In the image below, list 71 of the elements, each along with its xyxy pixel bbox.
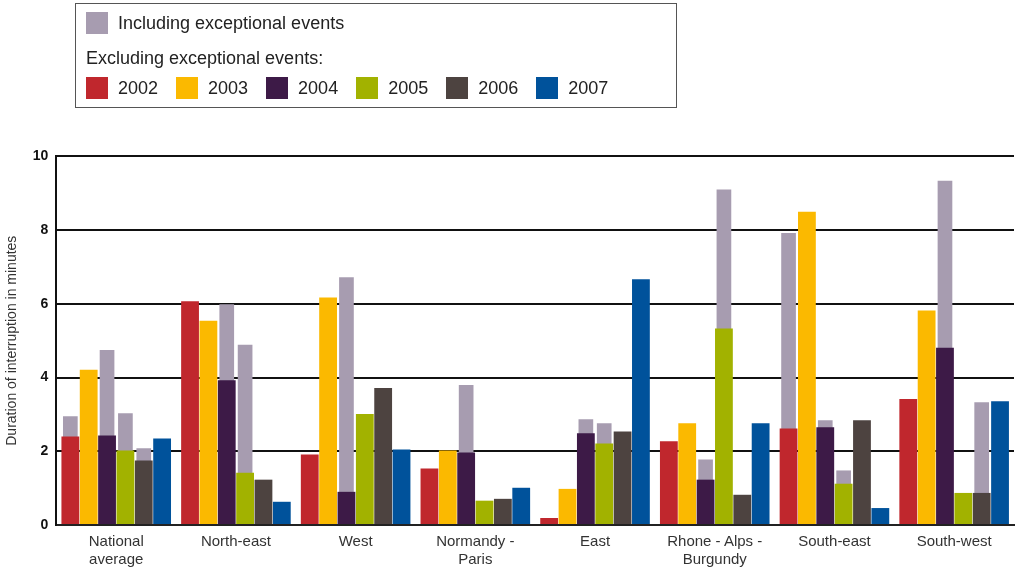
x-tick-label: South-west — [916, 532, 993, 550]
bar — [355, 414, 374, 524]
bar — [420, 468, 439, 524]
bar — [936, 347, 954, 524]
bar — [153, 438, 172, 524]
bar — [816, 427, 835, 524]
bar — [991, 401, 1009, 524]
bar — [917, 310, 936, 524]
bar — [834, 483, 853, 524]
bar — [576, 433, 595, 524]
legend-label: 2004 — [298, 77, 339, 99]
bar — [79, 369, 98, 524]
bar — [540, 518, 559, 524]
bar — [512, 487, 531, 524]
bar — [659, 441, 678, 524]
bar — [853, 420, 871, 524]
bar — [475, 500, 494, 524]
bar — [632, 279, 650, 524]
bar — [733, 494, 752, 524]
y-tick-label: 8 — [40, 220, 49, 237]
bar — [319, 297, 337, 524]
bar — [374, 387, 393, 524]
bar — [558, 488, 577, 524]
bar — [199, 320, 218, 524]
bar — [98, 435, 116, 524]
x-tick-label: National average — [88, 532, 144, 568]
bar — [613, 431, 632, 524]
bar — [217, 380, 236, 524]
bar — [899, 398, 918, 524]
bar — [751, 423, 770, 524]
bar — [254, 479, 273, 524]
bar — [954, 492, 973, 524]
bar — [715, 328, 733, 524]
bar — [392, 449, 411, 524]
legend-label: 2003 — [208, 77, 249, 99]
bar — [300, 454, 319, 524]
legend-label: 2005 — [388, 77, 429, 99]
bar — [457, 452, 476, 524]
bar — [61, 436, 80, 524]
x-tick-label: North-east — [200, 532, 272, 550]
bar — [696, 479, 715, 524]
bar — [493, 498, 512, 524]
y-tick-label: 0 — [40, 515, 49, 532]
x-tick-label: East — [580, 532, 611, 550]
bar — [779, 428, 798, 524]
legend-label: 2006 — [478, 77, 519, 99]
legend-title: Excluding exceptional events: — [86, 48, 325, 70]
bar — [337, 491, 356, 524]
x-tick-label: Rhone - Alps - Burgundy — [667, 532, 763, 568]
bar — [798, 211, 816, 524]
y-tick-label: 10 — [32, 147, 49, 164]
x-tick-label: West — [338, 532, 374, 550]
y-tick-label: 4 — [40, 368, 49, 385]
bar — [181, 301, 199, 524]
legend-label: 2002 — [118, 77, 159, 99]
bar — [272, 501, 291, 524]
bar — [972, 492, 991, 524]
bar — [871, 508, 890, 524]
bar — [678, 423, 697, 524]
bar — [438, 450, 457, 524]
bar — [595, 443, 614, 524]
legend-label: 2007 — [568, 77, 609, 99]
bar — [116, 450, 135, 524]
y-tick-label: 6 — [40, 294, 49, 311]
bar — [134, 460, 153, 524]
x-tick-label: South-east — [798, 532, 872, 550]
y-axis-title: Duration of interruption in minutes — [3, 235, 20, 446]
x-tick-label: Normandy - Paris — [436, 532, 515, 568]
bar — [236, 472, 255, 524]
y-tick-label: 2 — [40, 442, 49, 459]
legend-label: Including exceptional events — [118, 12, 345, 33]
